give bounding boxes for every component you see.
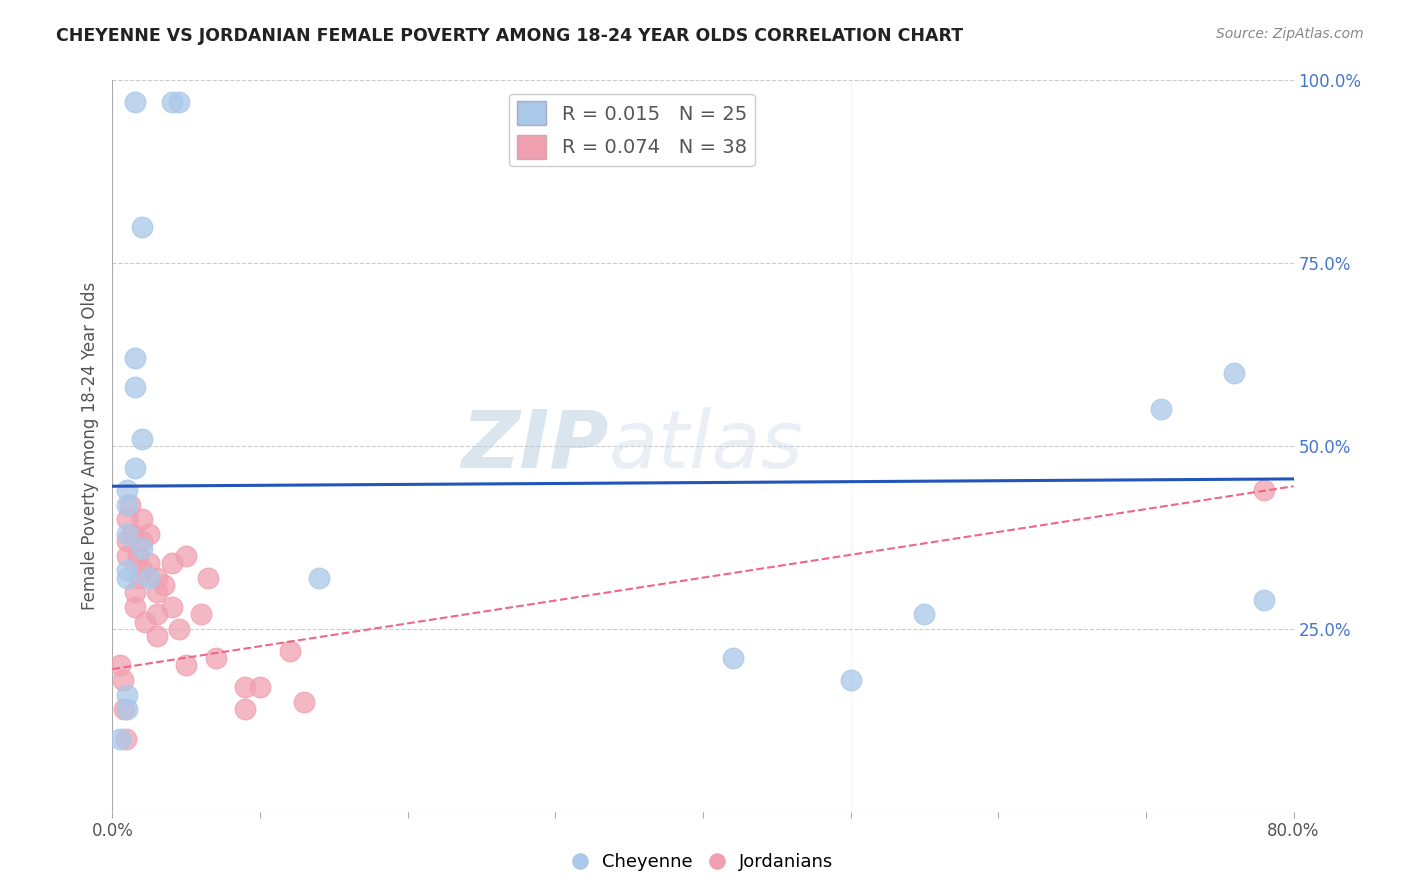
Jordanians	[205, 651, 228, 665]
Cheyenne	[124, 380, 146, 394]
Jordanians	[278, 644, 301, 658]
Jordanians	[174, 549, 197, 563]
Y-axis label: Female Poverty Among 18-24 Year Olds: Female Poverty Among 18-24 Year Olds	[80, 282, 98, 610]
Cheyenne	[1223, 366, 1246, 380]
Jordanians	[117, 512, 138, 526]
Cheyenne	[124, 351, 146, 366]
Jordanians	[124, 599, 146, 614]
Legend: Cheyenne, Jordanians: Cheyenne, Jordanians	[565, 847, 841, 879]
Legend: R = 0.015   N = 25, R = 0.074   N = 38: R = 0.015 N = 25, R = 0.074 N = 38	[509, 94, 755, 167]
Jordanians	[233, 702, 256, 716]
Cheyenne	[167, 95, 190, 110]
Jordanians	[120, 498, 142, 512]
Cheyenne	[117, 688, 138, 702]
Cheyenne	[914, 607, 936, 622]
Jordanians	[131, 534, 153, 549]
Jordanians	[167, 622, 190, 636]
Cheyenne	[131, 541, 153, 556]
Jordanians	[249, 681, 271, 695]
Cheyenne	[1253, 592, 1275, 607]
Jordanians	[197, 571, 219, 585]
Jordanians	[138, 556, 160, 570]
Cheyenne	[1150, 402, 1173, 417]
Cheyenne	[839, 673, 862, 687]
Jordanians	[134, 615, 156, 629]
Jordanians	[117, 534, 138, 549]
Jordanians	[1253, 483, 1275, 497]
Jordanians	[160, 556, 183, 570]
Jordanians	[146, 629, 169, 643]
Jordanians	[131, 512, 153, 526]
Cheyenne	[131, 219, 153, 234]
Jordanians	[127, 549, 149, 563]
Cheyenne	[124, 461, 146, 475]
Jordanians	[111, 673, 134, 687]
Jordanians	[108, 658, 131, 673]
Cheyenne	[124, 95, 146, 110]
Cheyenne	[131, 432, 153, 446]
Jordanians	[153, 578, 176, 592]
Cheyenne	[117, 483, 138, 497]
Cheyenne	[138, 571, 160, 585]
Text: ZIP: ZIP	[461, 407, 609, 485]
Jordanians	[292, 695, 315, 709]
Text: CHEYENNE VS JORDANIAN FEMALE POVERTY AMONG 18-24 YEAR OLDS CORRELATION CHART: CHEYENNE VS JORDANIAN FEMALE POVERTY AMO…	[56, 27, 963, 45]
Jordanians	[131, 563, 153, 577]
Jordanians	[124, 585, 146, 599]
Cheyenne	[108, 731, 131, 746]
Cheyenne	[721, 651, 744, 665]
Jordanians	[128, 571, 150, 585]
Jordanians	[174, 658, 197, 673]
Jordanians	[146, 607, 169, 622]
Cheyenne	[117, 702, 138, 716]
Jordanians	[146, 585, 169, 599]
Cheyenne	[117, 563, 138, 577]
Jordanians	[138, 526, 160, 541]
Jordanians	[160, 599, 183, 614]
Cheyenne	[117, 498, 138, 512]
Jordanians	[190, 607, 212, 622]
Jordanians	[146, 571, 169, 585]
Cheyenne	[160, 95, 183, 110]
Jordanians	[233, 681, 256, 695]
Cheyenne	[117, 571, 138, 585]
Text: Source: ZipAtlas.com: Source: ZipAtlas.com	[1216, 27, 1364, 41]
Jordanians	[112, 702, 135, 716]
Jordanians	[117, 549, 138, 563]
Jordanians	[121, 526, 143, 541]
Jordanians	[114, 731, 136, 746]
Cheyenne	[117, 526, 138, 541]
Cheyenne	[308, 571, 330, 585]
Text: atlas: atlas	[609, 407, 803, 485]
